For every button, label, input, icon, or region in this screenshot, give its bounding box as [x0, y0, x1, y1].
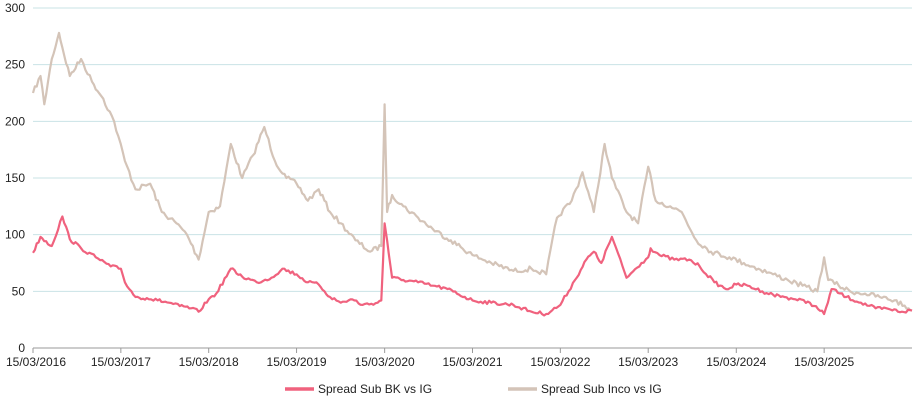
x-axis	[32, 347, 912, 353]
series-line-sub-inco	[31, 31, 913, 312]
x-tick-label-5: 15/03/2021	[442, 355, 502, 369]
x-tick-label-4: 15/03/2020	[355, 355, 415, 369]
y-tick-label-50: 50	[12, 284, 26, 298]
x-tick-label-3: 15/03/2019	[267, 355, 327, 369]
x-axis-tick-labels: 15/03/2016 15/03/2017 15/03/2018 15/03/2019…	[6, 355, 855, 369]
y-axis-tick-labels: 0 50 100 150 200 250 300	[5, 1, 25, 355]
x-tick-label-6: 15/03/2022	[530, 355, 590, 369]
series-line-sub-bk	[32, 215, 913, 317]
gridlines	[33, 7, 912, 292]
y-tick-label-100: 100	[5, 228, 25, 242]
y-tick-label-300: 300	[5, 1, 25, 15]
x-tick-label-7: 15/03/2023	[618, 355, 678, 369]
x-tick-label-9: 15/03/2025	[794, 355, 854, 369]
legend: Spread Sub BK vs IG Spread Sub Inco vs I…	[285, 382, 662, 396]
series-lines	[31, 31, 913, 317]
x-tick-label-0: 15/03/2016	[6, 355, 66, 369]
x-tick-label-8: 15/03/2024	[706, 355, 766, 369]
y-tick-label-0: 0	[18, 341, 25, 355]
legend-label-sub-bk: Spread Sub BK vs IG	[318, 382, 432, 396]
y-tick-label-200: 200	[5, 114, 25, 128]
legend-label-sub-inco: Spread Sub Inco vs IG	[541, 382, 662, 396]
y-tick-label-150: 150	[5, 171, 25, 185]
x-tick-label-2: 15/03/2018	[179, 355, 239, 369]
x-tick-label-1: 15/03/2017	[91, 355, 151, 369]
y-tick-label-250: 250	[5, 58, 25, 72]
